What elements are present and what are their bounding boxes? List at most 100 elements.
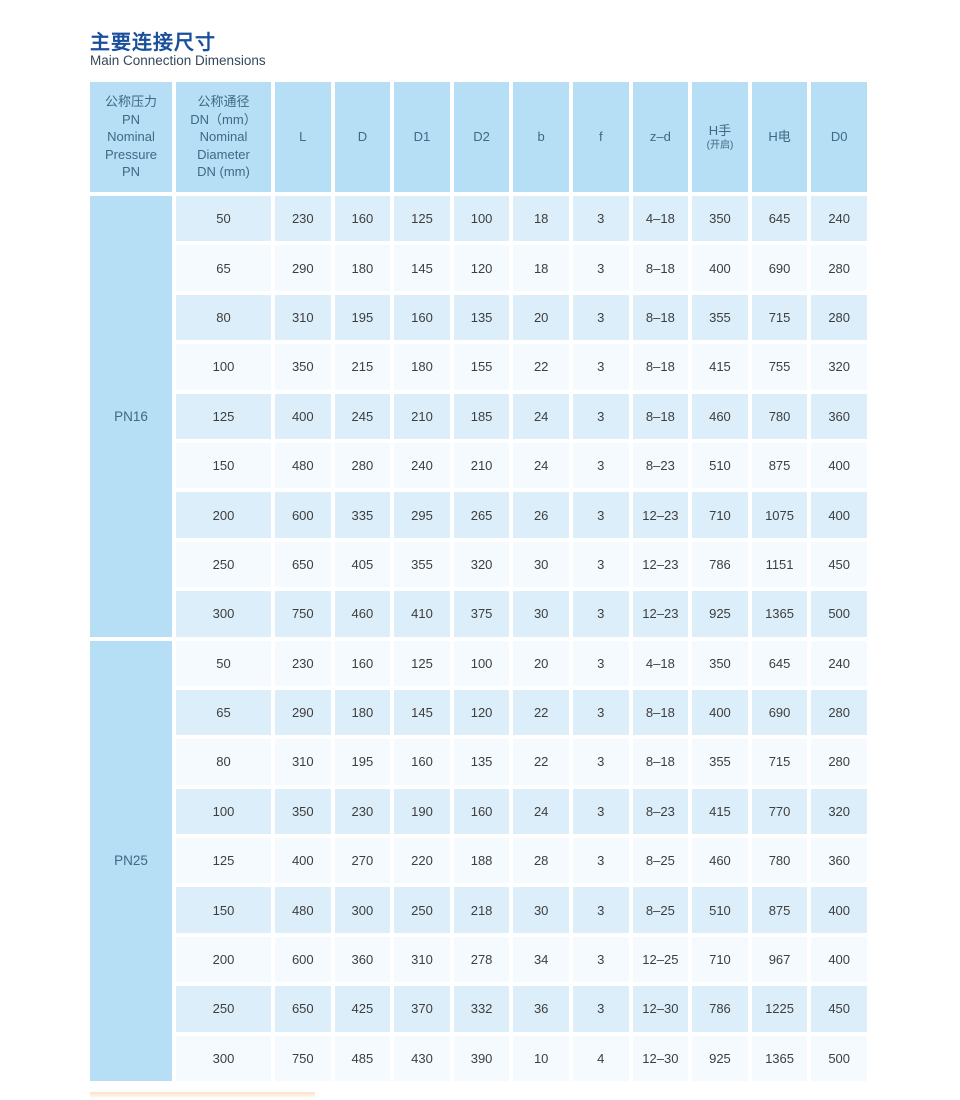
cell-pn16-200-f: 3 [572, 492, 629, 538]
cell-pn16-50-f: 3 [572, 196, 629, 242]
cell-pn25-65-H-hand: 400 [692, 689, 748, 736]
table-row: 80 310 195 160 135 20 3 8–18 355 715 280 [90, 294, 867, 341]
cell-pn16-100-D2: 155 [453, 344, 510, 390]
table-row: 125 400 270 220 188 28 3 8–25 460 780 360 [90, 838, 867, 884]
cell-pn16-65-dn: 65 [176, 245, 271, 291]
table-row: 200 600 360 310 278 34 3 12–25 710 967 400 [90, 936, 867, 983]
cell-pn16-250-z-d: 12–23 [632, 541, 689, 588]
column-header-line: PN [121, 111, 141, 127]
cell-pn16-150-z-d: 8–23 [632, 442, 689, 489]
column-header-D: D [334, 82, 391, 192]
table-row: 65 290 180 145 120 18 3 8–18 400 690 280 [90, 245, 867, 291]
column-header-H-hand: H手 (开启) [692, 82, 748, 192]
cell-pn25-80-H-hand: 355 [692, 739, 748, 785]
column-header-line: L [299, 129, 307, 145]
cell-pn16-300-H-hand: 925 [692, 591, 748, 637]
table-row: 250 650 405 355 320 30 3 12–23 786 1151 450 [90, 541, 867, 588]
cell-pn25-100-L: 350 [275, 788, 331, 835]
cell-pn25-200-z-d: 12–25 [632, 936, 689, 983]
cell-pn25-65-b: 22 [513, 689, 569, 736]
column-header-line: (开启) [706, 139, 734, 151]
cell-pn25-125-z-d: 8–25 [632, 838, 689, 884]
cell-pn16-300-D2: 375 [453, 591, 510, 637]
cell-pn25-300-D1: 430 [394, 1035, 450, 1082]
column-header-line: DN (mm) [197, 164, 250, 180]
cell-pn25-125-dn: 125 [176, 838, 271, 884]
cell-pn25-125-D0: 360 [811, 838, 867, 884]
cell-pn25-150-b: 30 [513, 887, 569, 933]
table-head: 公称压力 PN Nominal Pressure PN 公称通径 DN（mm） Nominal… [90, 82, 867, 192]
cell-pn16-125-dn: 125 [176, 393, 271, 439]
cell-pn25-200-D2: 278 [453, 936, 510, 983]
cell-pn16-250-H-electric: 1151 [751, 541, 808, 588]
column-header-line: Diameter [197, 146, 250, 162]
column-header-line: 公称通径 [197, 94, 250, 110]
cell-pn25-100-f: 3 [572, 788, 629, 835]
cell-pn25-50-f: 3 [572, 640, 629, 686]
cell-pn16-250-D0: 450 [811, 541, 867, 588]
cell-pn16-300-D1: 410 [394, 591, 450, 637]
cell-pn16-125-H-hand: 460 [692, 393, 748, 439]
table-row: 250 650 425 370 332 36 3 12–30 786 1225 450 [90, 986, 867, 1032]
cell-pn25-150-D: 300 [334, 887, 391, 933]
cell-pn16-200-H-hand: 710 [692, 492, 748, 538]
cell-pn25-100-D0: 320 [811, 788, 867, 835]
cell-pn16-80-H-hand: 355 [692, 294, 748, 341]
column-header-pn: 公称压力 PN Nominal Pressure PN [90, 82, 172, 192]
cell-pn16-65-D1: 145 [394, 245, 450, 291]
cell-pn16-300-D0: 500 [811, 591, 867, 637]
cell-pn25-100-H-hand: 415 [692, 788, 748, 835]
dimensions-table: 公称压力 PN Nominal Pressure PN 公称通径 DN（mm） Nominal… [86, 78, 871, 1086]
cell-pn16-250-f: 3 [572, 541, 629, 588]
cell-pn25-65-D1: 145 [394, 689, 450, 736]
cell-pn25-250-z-d: 12–30 [632, 986, 689, 1032]
table-row: 150 480 280 240 210 24 3 8–23 510 875 400 [90, 442, 867, 489]
column-header-line: H手 [708, 123, 732, 139]
cell-pn16-80-H-electric: 715 [751, 294, 808, 341]
cell-pn16-80-D: 195 [334, 294, 391, 341]
cell-pn16-50-H-hand: 350 [692, 196, 748, 242]
cell-pn25-100-D2: 160 [453, 788, 510, 835]
column-header-D2: D2 [453, 82, 510, 192]
table-row: PN16 50 230 160 125 100 18 3 4–18 350 645 240 [90, 196, 867, 637]
cell-pn25-150-D2: 218 [453, 887, 510, 933]
cell-pn16-150-f: 3 [572, 442, 629, 489]
table-row: 65 290 180 145 120 22 3 8–18 400 690 280 [90, 689, 867, 736]
cell-pn25-300-H-hand: 925 [692, 1035, 748, 1082]
cell-pn16-200-dn: 200 [176, 492, 271, 538]
cell-pn25-250-f: 3 [572, 986, 629, 1032]
cell-pn16-125-f: 3 [572, 393, 629, 439]
cell-pn25-80-D0: 280 [811, 739, 867, 785]
cell-pn25-50-H-electric: 645 [751, 640, 808, 686]
cell-pn16-125-D: 245 [334, 393, 391, 439]
column-header-line: f [598, 129, 603, 145]
cell-pn16-65-L: 290 [275, 245, 331, 291]
table-body: PN16 50 230 160 125 100 18 3 4–18 350 645 240 65 290 1… [90, 196, 867, 1082]
column-header-line: Nominal [107, 129, 155, 145]
cell-pn16-250-L: 650 [275, 541, 331, 588]
cell-pn25-200-D: 360 [334, 936, 391, 983]
cell-pn16-125-H-electric: 780 [751, 393, 808, 439]
cell-pn25-65-H-electric: 690 [751, 689, 808, 736]
cell-pn16-100-D: 215 [334, 344, 391, 390]
cell-pn16-200-D0: 400 [811, 492, 867, 538]
cell-pn16-100-f: 3 [572, 344, 629, 390]
cell-pn16-150-H-electric: 875 [751, 442, 808, 489]
cell-pn16-65-D0: 280 [811, 245, 867, 291]
cell-pn16-50-D2: 100 [453, 196, 510, 242]
cell-pn16-100-D0: 320 [811, 344, 867, 390]
cell-pn16-250-b: 30 [513, 541, 569, 588]
cell-pn16-150-D0: 400 [811, 442, 867, 489]
cell-pn25-200-dn: 200 [176, 936, 271, 983]
cell-pn16-100-H-hand: 415 [692, 344, 748, 390]
cell-pn25-80-z-d: 8–18 [632, 739, 689, 785]
cell-pn25-80-f: 3 [572, 739, 629, 785]
cell-pn25-65-L: 290 [275, 689, 331, 736]
table-row: 125 400 245 210 185 24 3 8–18 460 780 360 [90, 393, 867, 439]
cell-pn16-65-H-hand: 400 [692, 245, 748, 291]
dimensions-table-wrap: 公称压力 PN Nominal Pressure PN 公称通径 DN（mm） Nominal… [86, 78, 871, 1086]
cell-pn25-250-dn: 250 [176, 986, 271, 1032]
cell-pn16-200-z-d: 12–23 [632, 492, 689, 538]
cell-pn16-80-f: 3 [572, 294, 629, 341]
